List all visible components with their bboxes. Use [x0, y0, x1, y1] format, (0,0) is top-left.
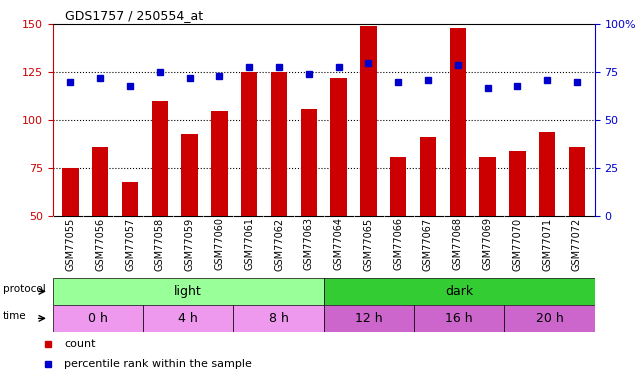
- Bar: [504, 305, 595, 332]
- Text: 20 h: 20 h: [536, 312, 563, 325]
- Bar: [569, 147, 585, 216]
- Bar: [479, 157, 495, 216]
- Text: protocol: protocol: [3, 284, 46, 294]
- Text: light: light: [174, 285, 202, 298]
- Text: percentile rank within the sample: percentile rank within the sample: [64, 359, 252, 369]
- Text: 4 h: 4 h: [178, 312, 198, 325]
- Bar: [509, 151, 526, 216]
- Bar: [330, 78, 347, 216]
- Bar: [324, 278, 595, 305]
- Bar: [271, 72, 287, 216]
- Bar: [212, 111, 228, 216]
- Bar: [53, 278, 324, 305]
- Bar: [92, 147, 108, 216]
- Bar: [449, 28, 466, 216]
- Bar: [152, 101, 168, 216]
- Bar: [233, 305, 324, 332]
- Text: GDS1757 / 250554_at: GDS1757 / 250554_at: [65, 9, 203, 22]
- Bar: [122, 182, 138, 216]
- Bar: [241, 72, 258, 216]
- Bar: [324, 305, 414, 332]
- Bar: [62, 168, 79, 216]
- Bar: [53, 305, 143, 332]
- Bar: [414, 305, 504, 332]
- Text: time: time: [3, 310, 26, 321]
- Text: 16 h: 16 h: [445, 312, 473, 325]
- Text: count: count: [64, 339, 96, 349]
- Bar: [360, 26, 377, 216]
- Bar: [420, 137, 436, 216]
- Text: 0 h: 0 h: [88, 312, 108, 325]
- Bar: [390, 157, 406, 216]
- Text: 8 h: 8 h: [269, 312, 288, 325]
- Text: dark: dark: [445, 285, 473, 298]
- Bar: [181, 134, 198, 216]
- Bar: [539, 132, 555, 216]
- Bar: [301, 109, 317, 216]
- Text: 12 h: 12 h: [355, 312, 383, 325]
- Bar: [143, 305, 233, 332]
